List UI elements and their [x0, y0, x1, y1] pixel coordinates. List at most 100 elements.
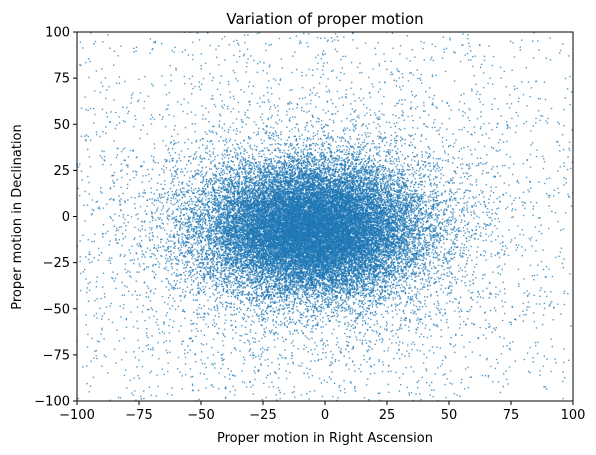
scatter-point [324, 302, 325, 303]
scatter-point [324, 286, 325, 287]
scatter-point [198, 264, 199, 265]
scatter-point [498, 142, 499, 143]
scatter-point [332, 130, 333, 131]
scatter-point [345, 141, 346, 142]
scatter-point [250, 305, 251, 306]
scatter-point [225, 253, 226, 254]
scatter-point [384, 178, 385, 179]
scatter-point [434, 248, 435, 249]
scatter-point [417, 248, 418, 249]
scatter-point [346, 149, 347, 150]
scatter-point [446, 225, 447, 226]
scatter-point [130, 260, 131, 261]
scatter-point [199, 237, 200, 238]
scatter-point [399, 77, 400, 78]
scatter-point [416, 319, 417, 320]
scatter-point [454, 218, 455, 219]
scatter-point [299, 136, 300, 137]
scatter-point [314, 298, 315, 299]
scatter-point [422, 234, 423, 235]
scatter-point [510, 156, 511, 157]
scatter-point [360, 175, 361, 176]
scatter-point [224, 274, 225, 275]
scatter-point [386, 178, 387, 179]
scatter-point [274, 173, 275, 174]
scatter-point [421, 234, 422, 235]
scatter-point [410, 287, 411, 288]
scatter-point [195, 243, 196, 244]
scatter-point [353, 148, 354, 149]
scatter-point [365, 290, 366, 291]
scatter-point [168, 219, 169, 220]
scatter-point [409, 284, 410, 285]
scatter-point [253, 275, 254, 276]
scatter-point [144, 222, 145, 223]
scatter-point [144, 220, 145, 221]
scatter-point [324, 290, 325, 291]
scatter-point [163, 170, 164, 171]
scatter-point [201, 290, 202, 291]
scatter-point [262, 303, 263, 304]
scatter-point [424, 239, 425, 240]
scatter-point [320, 319, 321, 320]
scatter-point [249, 146, 250, 147]
scatter-point [404, 143, 405, 144]
scatter-point [218, 168, 219, 169]
scatter-point [193, 189, 194, 190]
scatter-point [414, 190, 415, 191]
scatter-point [216, 190, 217, 191]
scatter-point [240, 282, 241, 283]
scatter-point [203, 207, 204, 208]
scatter-point [278, 296, 279, 297]
scatter-point [437, 217, 438, 218]
scatter-point [294, 284, 295, 285]
scatter-point [190, 250, 191, 251]
scatter-point [290, 159, 291, 160]
scatter-point [185, 271, 186, 272]
scatter-point [381, 282, 382, 283]
scatter-point [352, 287, 353, 288]
scatter-point [215, 226, 216, 227]
scatter-point [410, 239, 411, 240]
scatter-point [212, 281, 213, 282]
scatter-point [451, 274, 452, 275]
scatter-point [246, 285, 247, 286]
scatter-point [267, 317, 268, 318]
scatter-point [419, 178, 420, 179]
scatter-point [166, 233, 167, 234]
scatter-point [400, 258, 401, 259]
scatter-point [194, 249, 195, 250]
scatter-point [344, 324, 345, 325]
scatter-point [270, 311, 271, 312]
scatter-point [452, 229, 453, 230]
scatter-point [205, 269, 206, 270]
scatter-point [250, 138, 251, 139]
scatter-point [218, 286, 219, 287]
scatter-point [259, 176, 260, 177]
scatter-point [426, 211, 427, 212]
scatter-point [200, 212, 201, 213]
scatter-point [292, 187, 293, 188]
scatter-point [478, 217, 479, 218]
scatter-point [417, 154, 418, 155]
scatter-point [147, 286, 148, 287]
scatter-point [299, 322, 300, 323]
scatter-point [421, 189, 422, 190]
scatter-point [454, 257, 455, 258]
scatter-point [446, 253, 447, 254]
scatter-point [185, 245, 186, 246]
scatter-point [334, 299, 335, 300]
scatter-point [278, 137, 279, 138]
scatter-point [401, 266, 402, 267]
scatter-point [175, 191, 176, 192]
scatter-point [383, 317, 384, 318]
scatter-point [374, 158, 375, 159]
scatter-point [255, 282, 256, 283]
scatter-point [278, 148, 279, 149]
scatter-point [384, 132, 385, 133]
scatter-point [272, 301, 273, 302]
scatter-point [397, 295, 398, 296]
scatter-point [341, 310, 342, 311]
scatter-point [219, 292, 220, 293]
scatter-point [221, 281, 222, 282]
